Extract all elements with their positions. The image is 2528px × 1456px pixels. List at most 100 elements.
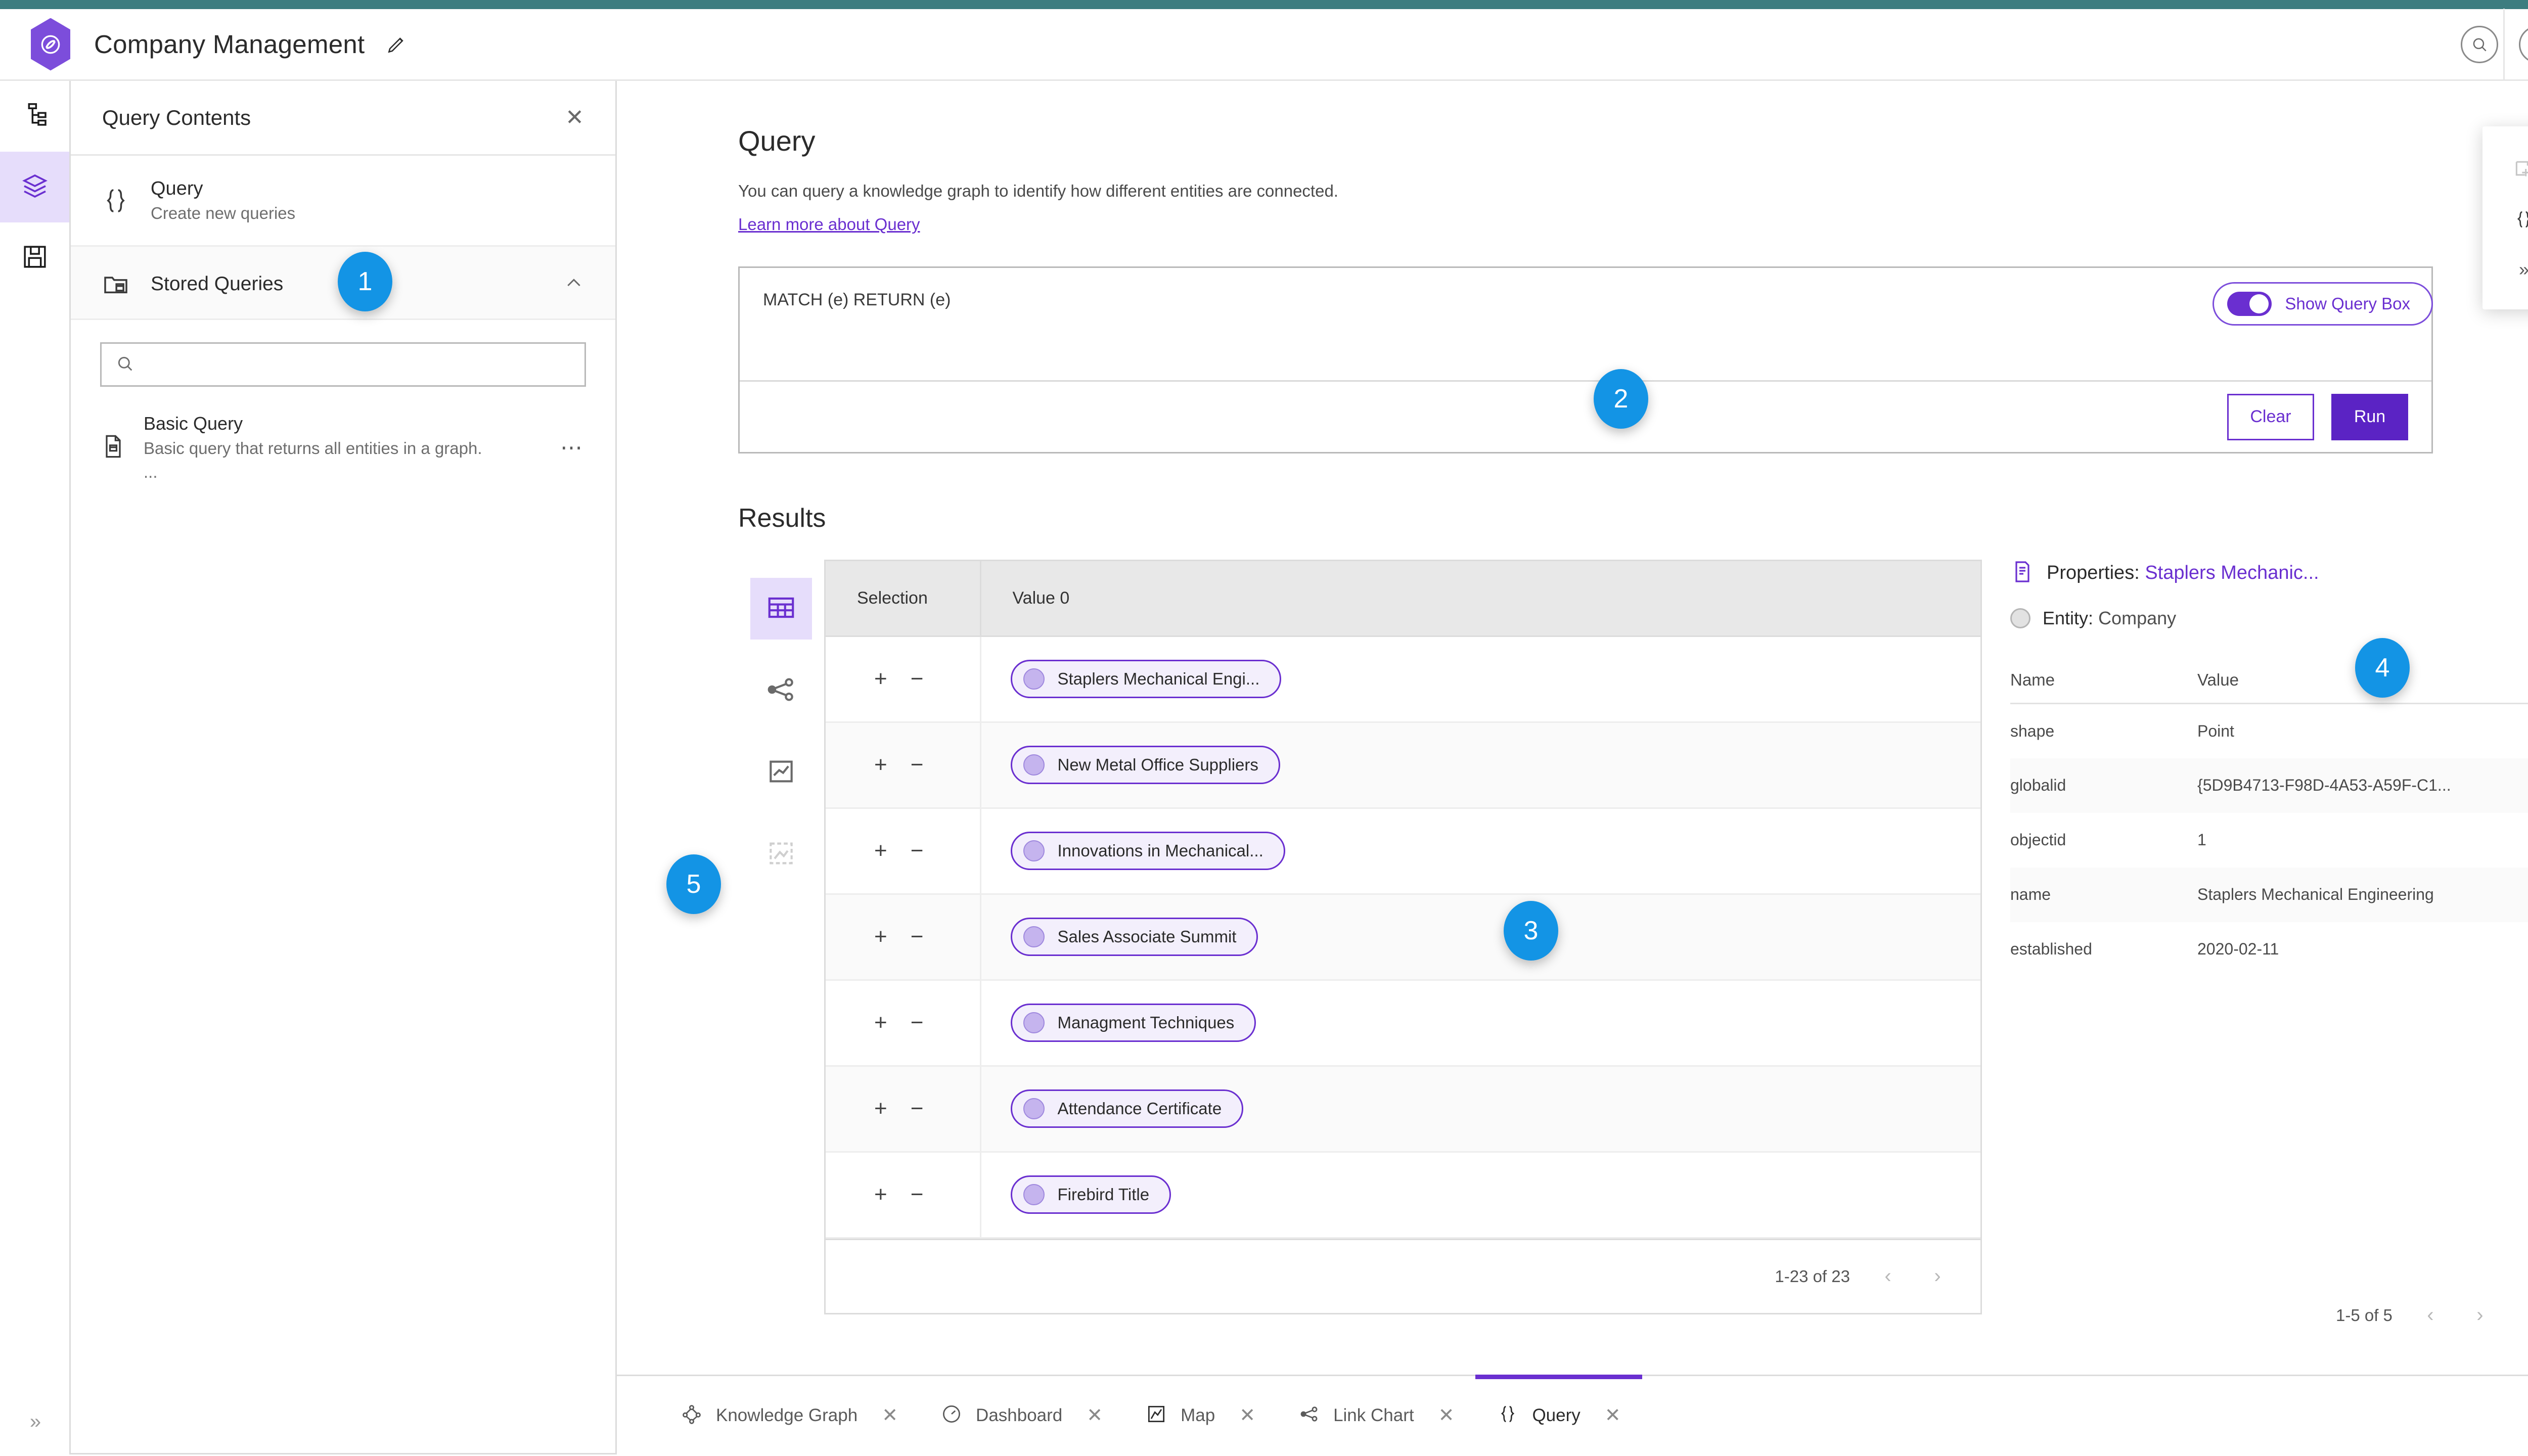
plus-icon[interactable]: + [874,1182,887,1207]
properties-entity-link[interactable]: Staplers Mechanic... [2145,562,2319,583]
tab-map[interactable]: Map ✕ [1124,1376,1277,1454]
rail-item-data-model[interactable] [0,81,69,152]
view-mode-table[interactable] [750,578,812,640]
main-content: Query You can query a knowledge graph to… [617,81,2528,1454]
plus-icon[interactable]: + [874,924,887,949]
plus-icon[interactable]: + [874,666,887,691]
search-icon [115,353,135,376]
chevron-up-icon[interactable] [564,273,584,296]
close-icon[interactable]: ✕ [1239,1405,1256,1426]
chevron-right-icon[interactable]: › [2476,1304,2484,1326]
plus-icon[interactable]: + [874,1010,887,1035]
layers-icon [21,172,49,203]
minus-icon[interactable]: − [910,838,924,863]
step-badge-4: 4 [2355,638,2410,698]
menu-item-collapse[interactable]: »Collapse [2482,245,2528,294]
learn-more-link[interactable]: Learn more about Query [738,215,920,234]
table-row[interactable]: + − Sales Associate Summit [826,894,1980,981]
run-button[interactable]: Run [2331,393,2408,440]
row-selection-cell: + − [826,636,981,723]
minus-icon[interactable]: − [910,1010,924,1035]
properties-entity-row: Entity: Company [2010,608,2528,629]
show-query-box-toggle[interactable]: Show Query Box [2213,282,2433,326]
entity-chip[interactable]: Firebird Title [1010,1175,1171,1214]
row-selection-cell: + − [826,722,981,809]
plus-icon[interactable]: + [874,1096,887,1121]
entity-dot-icon [1023,926,1045,947]
app-logo[interactable] [26,18,75,71]
rail-item-save[interactable] [0,222,69,293]
help-icon[interactable]: ? [2518,25,2528,63]
table-row[interactable]: + − New Metal Office Suppliers [826,722,1980,809]
tab-knowledge-graph[interactable]: Knowledge Graph ✕ [659,1376,919,1454]
row-value-cell: Attendance Certificate [980,1066,1980,1153]
logo-hexagon-icon [31,18,70,71]
entity-chip[interactable]: Staplers Mechanical Engi... [1010,660,1282,698]
query-contents-panel: Query Contents ✕ Query Create new querie… [71,81,617,1454]
entity-chip[interactable]: Sales Associate Summit [1010,918,1258,956]
query-contents-header: Query Contents ✕ [71,81,615,156]
table-header-row: Selection Value 0 [826,561,1980,637]
view-mode-map[interactable] [750,824,812,885]
table-row[interactable]: + − Innovations in Mechanical... [826,808,1980,895]
toggle-switch[interactable] [2227,292,2272,316]
sidebar-item-query[interactable]: Query Create new queries [71,156,615,247]
minus-icon[interactable]: − [910,666,924,691]
link-chart-icon [1298,1403,1320,1428]
step-badge-2: 2 [1594,369,1648,429]
close-icon[interactable]: ✕ [1438,1405,1455,1426]
close-icon[interactable]: ✕ [1087,1405,1103,1426]
pencil-icon[interactable] [385,33,408,56]
table-row[interactable]: + − Staplers Mechanical Engi... [826,636,1980,723]
menu-item-store-new-query[interactable]: Store New Query [2482,194,2528,245]
query-editor[interactable]: MATCH (e) RETURN (e) Clear Run [738,266,2433,453]
entity-dot-icon [1023,1098,1045,1119]
query-doc-icon [100,433,126,462]
table-row[interactable]: + − Firebird Title [826,1152,1980,1239]
tab-dashboard[interactable]: Dashboard ✕ [919,1376,1124,1454]
entity-dot-icon [1023,1184,1045,1205]
table-row[interactable]: + − Managment Techniques [826,980,1980,1067]
entity-chip[interactable]: Innovations in Mechanical... [1010,832,1285,870]
query-editor-text[interactable]: MATCH (e) RETURN (e) [763,290,951,309]
icon-rail: » [0,81,71,1454]
add-selection-icon [2511,158,2528,180]
plus-icon[interactable]: + [874,752,887,777]
clear-button[interactable]: Clear [2227,393,2314,440]
close-icon[interactable]: ✕ [1604,1405,1621,1426]
property-name: shape [2010,721,2055,740]
chevron-right-icon[interactable]: › [1934,1265,1941,1287]
list-item-title: Basic Query [144,413,243,434]
entity-chip[interactable]: Attendance Certificate [1010,1089,1244,1128]
property-value: Staplers Mechanical Engineering [2197,867,2528,922]
view-mode-chart[interactable] [750,742,812,803]
tab-link-chart[interactable]: Link Chart ✕ [1277,1376,1475,1454]
more-options-icon[interactable]: ⋯ [560,435,584,461]
chevron-double-right-icon[interactable]: » [29,1410,41,1433]
property-value: 1 [2197,831,2206,849]
search-icon[interactable] [2460,25,2498,63]
list-item[interactable]: Basic Query Basic query that returns all… [71,387,615,504]
minus-icon[interactable]: − [910,1182,924,1207]
property-value: {5D9B4713-F98D-4A53-A59F-C1... [2197,758,2528,813]
page-title: Company Management [94,30,365,59]
sidebar-item-query-subtitle: Create new queries [151,204,296,223]
minus-icon[interactable]: − [910,752,924,777]
entity-chip[interactable]: New Metal Office Suppliers [1010,746,1280,784]
stored-queries-search-field[interactable] [144,354,584,375]
properties-header-row: Name Value [2010,670,2528,704]
chevron-left-icon[interactable]: ‹ [1884,1265,1891,1287]
view-mode-link-chart[interactable] [750,660,812,721]
rail-item-layers[interactable] [0,152,69,222]
close-icon[interactable]: ✕ [882,1405,898,1426]
plus-icon[interactable]: + [874,838,887,863]
search-input[interactable] [100,342,586,387]
tab-query[interactable]: Query ✕ [1475,1375,1642,1454]
minus-icon[interactable]: − [910,924,924,949]
chevron-left-icon[interactable]: ‹ [2427,1304,2434,1326]
entity-chip[interactable]: Managment Techniques [1010,1004,1256,1042]
properties-table: Name Value shape Point globalid {5D9B4713-F… [2010,670,2528,977]
close-icon[interactable]: ✕ [565,105,584,130]
minus-icon[interactable]: − [910,1096,924,1121]
table-row[interactable]: + − Attendance Certificate [826,1066,1980,1153]
